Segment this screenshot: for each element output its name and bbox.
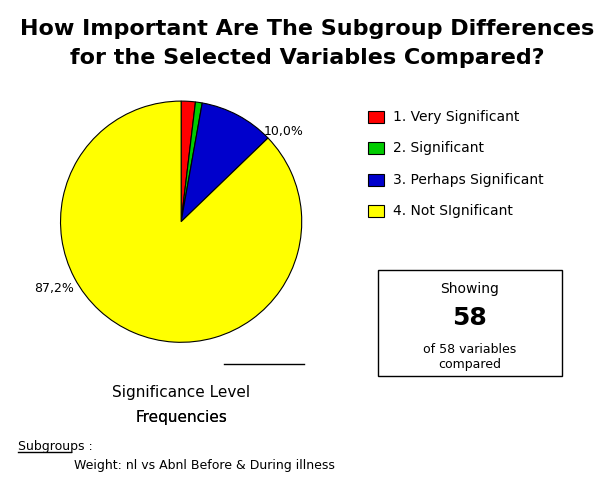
Text: Showing: Showing bbox=[440, 282, 499, 296]
Text: 1. Very Significant: 1. Very Significant bbox=[393, 110, 519, 124]
Text: for the Selected Variables Compared?: for the Selected Variables Compared? bbox=[69, 48, 545, 68]
Text: 1,9%: 1,9% bbox=[0, 481, 1, 482]
Text: of 58 variables
compared: of 58 variables compared bbox=[423, 343, 516, 371]
Text: 87,2%: 87,2% bbox=[34, 281, 74, 295]
Text: Significance Level: Significance Level bbox=[112, 386, 250, 401]
Text: 0,9%: 0,9% bbox=[0, 481, 1, 482]
Wedge shape bbox=[181, 102, 202, 222]
Wedge shape bbox=[181, 101, 195, 222]
Text: 2. Significant: 2. Significant bbox=[393, 141, 484, 156]
Text: How Important Are The Subgroup Differences: How Important Are The Subgroup Differenc… bbox=[20, 19, 594, 39]
Text: 58: 58 bbox=[453, 306, 487, 330]
Text: 4. Not SIgnificant: 4. Not SIgnificant bbox=[393, 204, 513, 218]
Text: Frequencies: Frequencies bbox=[135, 410, 227, 425]
Text: 10,0%: 10,0% bbox=[263, 125, 303, 138]
Text: Subgroups :: Subgroups : bbox=[18, 440, 93, 453]
Text: 3. Perhaps Significant: 3. Perhaps Significant bbox=[393, 173, 543, 187]
Wedge shape bbox=[181, 103, 268, 222]
Wedge shape bbox=[61, 101, 301, 342]
Text: Frequencies: Frequencies bbox=[135, 410, 227, 425]
Text: Weight: nl vs Abnl Before & During illness: Weight: nl vs Abnl Before & During illne… bbox=[74, 459, 335, 472]
